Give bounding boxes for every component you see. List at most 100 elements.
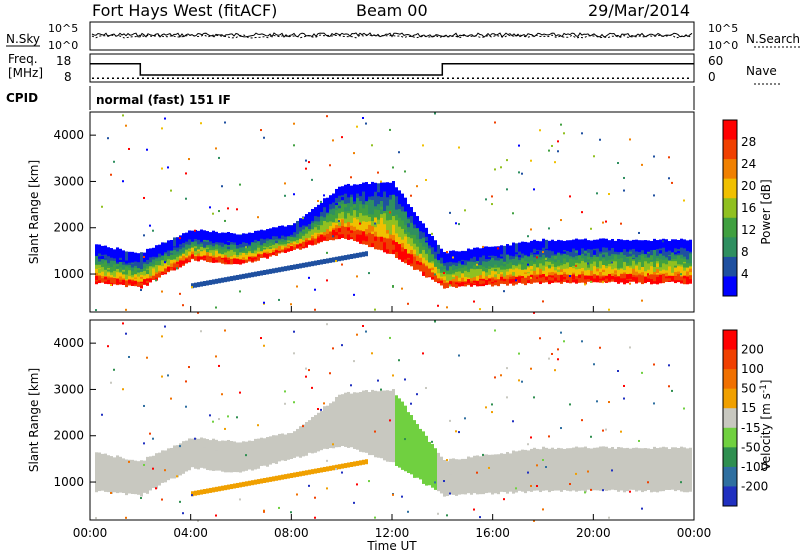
velocity-cell (365, 411, 368, 421)
velocity-cell (392, 389, 395, 399)
velocity-cell (425, 464, 428, 474)
power-cell (236, 208, 238, 211)
velocity-cell (122, 458, 125, 468)
velocity-cell (203, 438, 206, 448)
velocity-cell (245, 454, 247, 457)
power-cell (395, 205, 398, 215)
power-cell (128, 251, 131, 261)
power-cell (641, 299, 643, 302)
power-cell (263, 301, 265, 304)
power-cell (110, 248, 113, 258)
velocity-cell (308, 369, 310, 372)
power-cell (149, 248, 152, 258)
velocity-cell (353, 360, 355, 363)
freq-tick-top: 18 (56, 54, 71, 68)
power-cell (185, 232, 188, 242)
velocity-cell (362, 459, 365, 465)
velocity-cell (452, 464, 454, 467)
velocity-cell (359, 419, 362, 429)
power-cell (593, 155, 595, 158)
power-cell (446, 306, 448, 309)
power-cell (626, 270, 629, 280)
power-cell (476, 247, 479, 257)
velocity-cell (368, 413, 371, 423)
power-cell (269, 268, 272, 274)
power-cell (308, 261, 311, 267)
power-cell (323, 198, 326, 208)
velocity-cell (296, 493, 298, 496)
velocity-cell (110, 456, 113, 466)
velocity-cell (254, 438, 257, 448)
velocity-cell (377, 435, 380, 445)
power-cell (200, 281, 203, 287)
power-cell (602, 281, 604, 284)
velocity-cell (371, 425, 374, 435)
velocity-cell (125, 459, 128, 469)
power-cell (617, 161, 619, 164)
power-cell (239, 290, 241, 293)
power-cell (371, 205, 374, 215)
power-cell (200, 122, 202, 125)
power-cell (395, 195, 398, 205)
power-cell (305, 262, 308, 268)
velocity-cell (314, 496, 316, 499)
power-cell (656, 272, 659, 282)
velocity-cell (371, 395, 374, 405)
velocity-cell (410, 402, 412, 405)
velocity-cell (95, 452, 98, 462)
power-cell (638, 240, 641, 250)
velocity-cell (404, 432, 407, 442)
velocity-cell (371, 413, 374, 423)
power-cell (614, 240, 617, 250)
power-cell (653, 238, 656, 248)
velocity-cell (206, 488, 209, 494)
velocity-cell (425, 386, 427, 389)
power-cell (461, 250, 464, 260)
velocity-cell (434, 320, 436, 323)
colorbar-tick-label: 4 (741, 267, 749, 281)
power-cell (101, 205, 103, 208)
velocity-cell (101, 453, 104, 463)
velocity-cell (407, 463, 410, 473)
velocity-cell (356, 460, 359, 466)
power-cell (386, 206, 389, 216)
velocity-cell (155, 453, 158, 463)
power-cell (491, 246, 494, 256)
power-cell (293, 223, 296, 233)
power-cell (413, 234, 416, 244)
power-cell (566, 240, 569, 250)
power-cell (392, 185, 395, 195)
power-cell (392, 285, 394, 288)
velocity-heatmap (95, 320, 692, 522)
velocity-cell (167, 374, 169, 377)
power-cell (326, 279, 328, 282)
velocity-cell (407, 435, 410, 445)
power-cell (371, 144, 373, 147)
velocity-cell (122, 322, 124, 325)
power-cell (317, 233, 320, 243)
velocity-cell (272, 476, 275, 482)
power-cell (380, 205, 383, 215)
velocity-cell (230, 484, 233, 490)
velocity-cell (284, 474, 287, 480)
power-cell (203, 230, 206, 240)
power-cell (314, 207, 317, 217)
velocity-cell (422, 461, 425, 471)
velocity-cell (392, 448, 395, 458)
power-cell (599, 259, 602, 269)
cpid-value: normal (fast) 151 IF (96, 93, 231, 107)
velocity-cell (413, 442, 416, 452)
power-cell (356, 252, 359, 258)
power-cell (113, 160, 115, 163)
power-cell (425, 262, 428, 272)
power-cell (140, 252, 143, 262)
power-cell (530, 159, 532, 162)
power-cell (473, 300, 475, 303)
power-cell (332, 205, 335, 215)
velocity-cell (227, 415, 229, 418)
velocity-cell (392, 374, 394, 377)
velocity-cell (404, 444, 407, 454)
colorbar-swatch (723, 198, 737, 219)
